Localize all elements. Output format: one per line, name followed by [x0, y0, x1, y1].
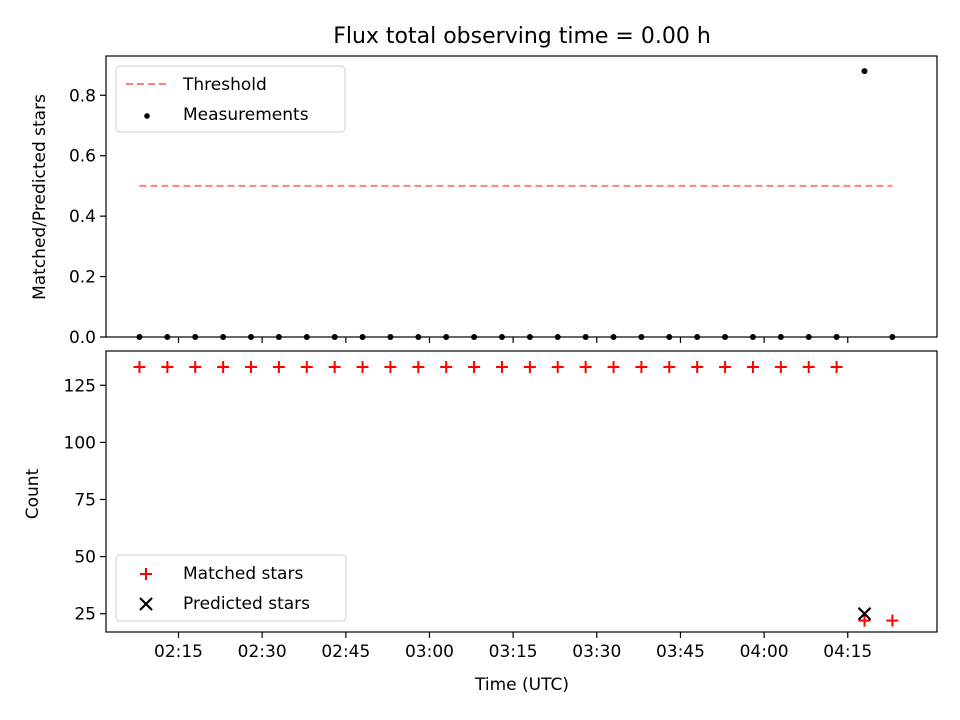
- top-y-axis-label: Matched/Predicted stars: [30, 94, 50, 300]
- x-tick-label: 04:00: [740, 642, 789, 662]
- measurement-point: [303, 334, 310, 340]
- bottom-y-tick-label: 125: [64, 376, 96, 396]
- matched-star-point: [774, 360, 787, 373]
- matched-star-point: [384, 360, 397, 373]
- measurement-point: [443, 334, 450, 340]
- matched-star-point: [551, 360, 564, 373]
- measurement-point: [777, 334, 784, 340]
- x-tick-label: 02:45: [321, 642, 370, 662]
- top-legend: Threshold Measurements: [115, 65, 346, 133]
- measurement-point: [331, 334, 338, 340]
- x-tick-label: 03:30: [572, 642, 621, 662]
- measurement-point: [638, 334, 645, 340]
- measurement-point: [554, 334, 561, 340]
- chart-title: Flux total observing time = 0.00 h: [333, 24, 711, 49]
- measurement-point: [889, 334, 896, 340]
- matched-star-point: [272, 360, 285, 373]
- legend-matched-marker: [140, 568, 152, 580]
- x-tick-label: 03:00: [405, 642, 454, 662]
- legend-measurements-swatch: [144, 113, 150, 119]
- chart-marks: 0.0 0.2 0.4 0.6 0.8 25 50 75 100 125 02:15 02:30 02:…: [64, 68, 899, 662]
- x-tick-label: 02:30: [238, 642, 287, 662]
- predicted-star-point-b: [857, 606, 872, 621]
- matched-star-point: [746, 360, 759, 373]
- measurement-point: [694, 334, 701, 340]
- x-tick-label: 02:15: [154, 642, 203, 662]
- matched-star-point: [691, 360, 704, 373]
- bottom-y-tick-label: 50: [74, 548, 96, 568]
- matched-star-point: [356, 360, 369, 373]
- measurement-point: [610, 334, 617, 340]
- matched-star-point: [440, 360, 453, 373]
- measurement-point: [164, 334, 171, 340]
- legend-predicted-marker-b: [139, 597, 153, 611]
- measurement-point: [387, 334, 394, 340]
- legend-matched-label: Matched stars: [183, 564, 303, 584]
- matched-star-point: [495, 360, 508, 373]
- bottom-legend-box: [115, 554, 347, 622]
- bottom-legend: Matched stars Predicted stars: [115, 554, 347, 622]
- measurement-point: [275, 334, 282, 340]
- measurement-point: [415, 334, 422, 340]
- measurement-point: [136, 334, 143, 340]
- matched-star-point: [607, 360, 620, 373]
- measurement-point: [220, 334, 227, 340]
- legend-predicted-marker: [139, 597, 153, 611]
- bottom-y-tick-label: 25: [74, 605, 96, 625]
- measurement-point: [805, 334, 812, 340]
- measurement-point: [722, 334, 729, 340]
- x-tick-label: 04:15: [823, 642, 872, 662]
- matched-star-point: [635, 360, 648, 373]
- matched-star-point: [579, 360, 592, 373]
- top-y-tick-label: 0.4: [69, 207, 96, 227]
- matched-star-point: [802, 360, 815, 373]
- legend-predicted-swatch: [139, 597, 153, 611]
- bottom-y-tick-label: 100: [64, 433, 96, 453]
- matched-star-point: [858, 614, 871, 627]
- legend-measurements-label: Measurements: [183, 105, 309, 125]
- matched-star-point: [830, 360, 843, 373]
- matched-star-point: [328, 360, 341, 373]
- matched-star-point: [412, 360, 425, 373]
- predicted-star-point: [857, 606, 872, 621]
- matched-star-point: [300, 360, 313, 373]
- top-y-tick-label: 0.0: [69, 328, 96, 348]
- measurement-point: [248, 334, 255, 340]
- measurement-point: [359, 334, 366, 340]
- matched-star-point: [245, 360, 258, 373]
- matched-star-point: [189, 360, 202, 373]
- measurement-point: [582, 334, 589, 340]
- top-y-tick-label: 0.2: [69, 268, 96, 288]
- measurement-point: [666, 334, 673, 340]
- measurement-point: [526, 334, 533, 340]
- top-legend-box: [115, 65, 346, 133]
- bottom-y-tick-label: 75: [74, 490, 96, 510]
- matched-star-point: [217, 360, 230, 373]
- matched-star-point: [719, 360, 732, 373]
- legend-threshold-label: Threshold: [182, 75, 267, 95]
- legend-predicted-label: Predicted stars: [183, 594, 310, 614]
- measurement-point: [192, 334, 199, 340]
- matched-star-point: [886, 614, 899, 627]
- measurement-point: [471, 334, 478, 340]
- measurement-point: [498, 334, 505, 340]
- measurement-point: [833, 334, 840, 340]
- matched-star-point: [663, 360, 676, 373]
- matched-star-point: [523, 360, 536, 373]
- bottom-y-axis-label: Count: [23, 468, 43, 519]
- top-y-tick-label: 0.8: [69, 86, 96, 106]
- top-y-tick-label: 0.6: [69, 147, 96, 167]
- x-axis-label: Time (UTC): [474, 675, 569, 695]
- bottom-plot-frame: [105, 350, 938, 633]
- x-tick-label: 03:15: [489, 642, 538, 662]
- legend-matched-swatch: [140, 568, 152, 580]
- matched-star-point: [468, 360, 481, 373]
- x-tick-label: 03:45: [656, 642, 705, 662]
- measurement-point: [749, 334, 756, 340]
- matched-star-point: [161, 360, 174, 373]
- top-plot-frame: [105, 55, 938, 338]
- measurement-point: [861, 68, 868, 75]
- matched-star-point: [133, 360, 146, 373]
